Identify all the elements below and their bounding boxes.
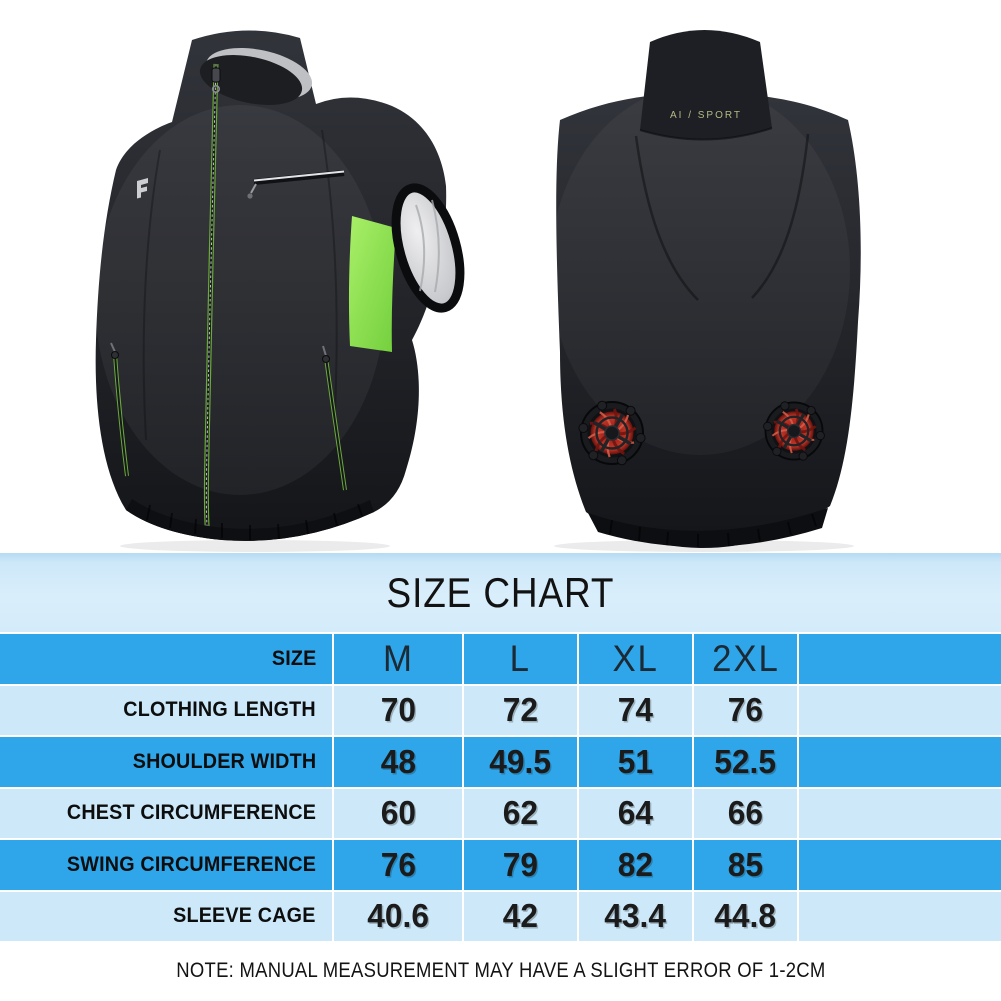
front-seams xyxy=(142,129,338,441)
fan-grille-spokes xyxy=(776,413,812,449)
size-column-m: M xyxy=(332,634,462,684)
measurement-note: NOTE: MANUAL MEASUREMENT MAY HAVE A SLIG… xyxy=(175,959,826,982)
front-vest-body xyxy=(95,30,447,541)
fan-hub xyxy=(604,425,620,441)
size-column-2xl: 2XL xyxy=(692,634,797,684)
row-label: CHEST CIRCUMFERENCE xyxy=(66,801,316,825)
table-row-chest-circumference: CHEST CIRCUMFERENCE 60 62 64 66 xyxy=(0,786,1001,838)
size-value: 48 xyxy=(332,737,462,787)
hem-ribs xyxy=(146,503,363,540)
size-value: 72 xyxy=(462,685,577,735)
size-value: 51 xyxy=(577,737,692,787)
size-value: 44.8 xyxy=(692,891,797,941)
size-column-xl: XL xyxy=(577,634,692,684)
front-main-zipper xyxy=(203,63,221,539)
row-label: CLOTHING LENGTH xyxy=(123,698,316,722)
size-value: 85 xyxy=(692,840,797,890)
zipper-slider xyxy=(211,67,221,83)
back-collar-brand-text: AI / SPORT xyxy=(670,110,742,121)
row-label: SLEEVE CAGE xyxy=(173,904,316,928)
size-table: SIZE M L XL 2XL CLOTHING LENGTH 70 72 74… xyxy=(0,632,1001,941)
size-value: 52.5 xyxy=(692,737,797,787)
right-pocket-zipper xyxy=(322,345,347,491)
size-value: 74 xyxy=(577,685,692,735)
row-filler-cell xyxy=(797,840,1001,890)
size-value: 66 xyxy=(692,788,797,838)
cooling-fan-right xyxy=(763,401,825,461)
fan-grille-ring xyxy=(595,416,629,450)
size-value: 62 xyxy=(462,788,577,838)
table-row-swing-circumference: SWING CIRCUMFERENCE 76 79 82 85 xyxy=(0,838,1001,890)
collar-seam xyxy=(639,127,773,141)
left-pocket-zipper xyxy=(110,342,129,477)
zipper-pull-ring xyxy=(212,85,221,94)
size-chart-title-band: SIZE CHART xyxy=(0,553,1001,632)
note-area: NOTE: MANUAL MEASUREMENT MAY HAVE A SLIG… xyxy=(0,941,1001,1001)
fabric-sheen-back xyxy=(550,85,850,455)
fan-grille-ring xyxy=(778,415,810,447)
back-collar xyxy=(640,30,772,140)
mesh-folds xyxy=(415,199,440,293)
row-filler-cell xyxy=(797,737,1001,787)
fan-hub xyxy=(786,423,802,439)
size-value: 43.4 xyxy=(577,891,692,941)
size-value: 76 xyxy=(692,685,797,735)
size-table-header-row: SIZE M L XL 2XL xyxy=(0,632,1001,684)
back-hem-ribs xyxy=(609,513,817,547)
front-vest-photo xyxy=(95,30,465,552)
size-value: 76 xyxy=(332,840,462,890)
size-chart-title: SIZE CHART xyxy=(386,568,615,616)
row-filler-cell xyxy=(797,788,1001,838)
chest-logo xyxy=(137,178,148,199)
size-value: 60 xyxy=(332,788,462,838)
front-vest-shadow xyxy=(120,540,390,552)
size-value: 79 xyxy=(462,840,577,890)
size-corner-label: SIZE xyxy=(271,646,316,670)
cooling-fan-left xyxy=(578,400,646,466)
row-label: SWING CIRCUMFERENCE xyxy=(66,852,316,876)
front-hem-elastic xyxy=(126,499,374,541)
chest-pocket-zipper xyxy=(247,170,345,199)
size-value: 64 xyxy=(577,788,692,838)
size-column-l: L xyxy=(462,634,577,684)
row-filler-cell xyxy=(797,685,1001,735)
collar-inside xyxy=(199,55,303,105)
green-side-panel xyxy=(348,216,396,352)
table-row-shoulder-width: SHOULDER WIDTH 48 49.5 51 52.5 xyxy=(0,735,1001,787)
size-value: 42 xyxy=(462,891,577,941)
row-filler-cell xyxy=(797,891,1001,941)
header-filler-cell xyxy=(797,634,1001,684)
back-vest-photo: AI / SPORT xyxy=(550,30,861,552)
back-hem-elastic xyxy=(588,508,828,548)
fabric-sheen xyxy=(95,105,385,495)
size-value: 70 xyxy=(332,685,462,735)
product-photos: AI / SPORT xyxy=(95,30,861,552)
size-value: 49.5 xyxy=(462,737,577,787)
row-label: SHOULDER WIDTH xyxy=(132,749,316,773)
table-row-sleeve-cage: SLEEVE CAGE 40.6 42 43.4 44.8 xyxy=(0,889,1001,941)
back-seams xyxy=(634,133,810,301)
size-value: 40.6 xyxy=(332,891,462,941)
vest-illustration: AI / SPORT xyxy=(95,30,861,552)
size-value: 82 xyxy=(577,840,692,890)
fan-grille-spokes xyxy=(592,413,632,453)
armhole-mesh-lining xyxy=(391,183,465,313)
table-row-clothing-length: CLOTHING LENGTH 70 72 74 76 xyxy=(0,683,1001,735)
